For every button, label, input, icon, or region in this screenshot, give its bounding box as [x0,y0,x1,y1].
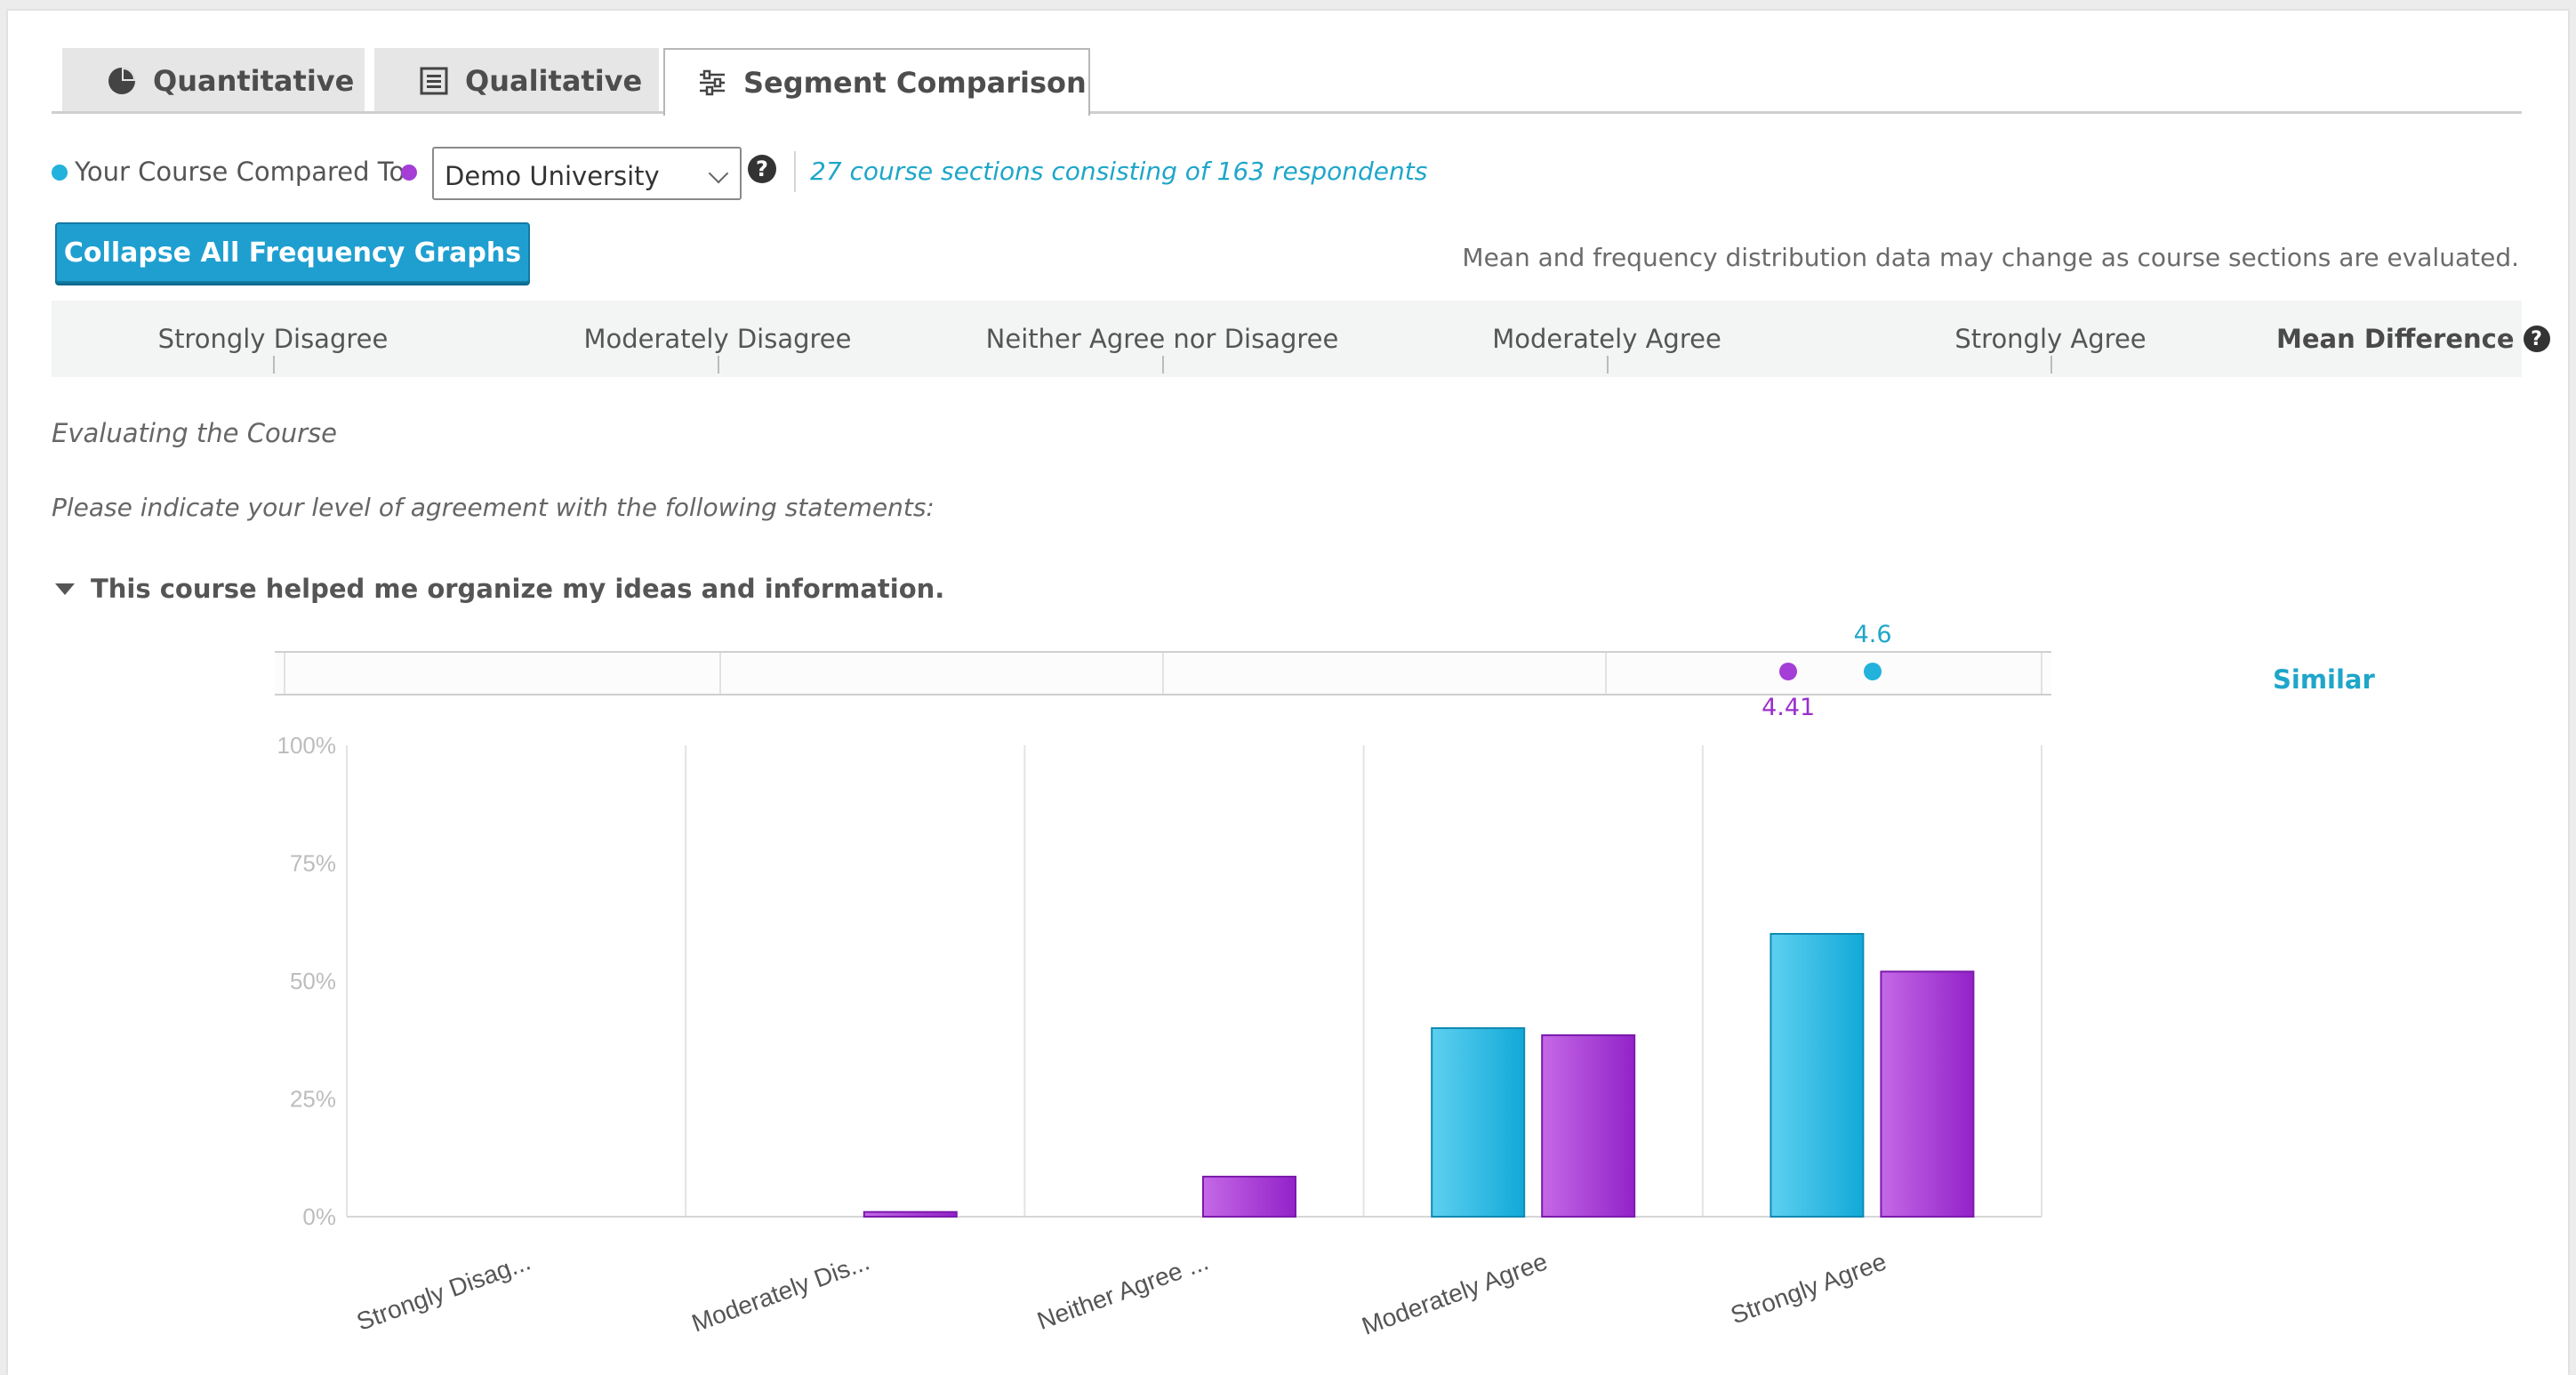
x-tick-label: Strongly Disag... [353,1248,534,1336]
comparison-mean-label: 4.41 [1761,694,1816,721]
strip-divider [1162,653,1164,694]
y-tick-label: 25% [290,1086,336,1113]
scale-label-strongly-agree: Strongly Agree [1954,324,2147,354]
your-course-label: Your Course Compared To [75,157,405,187]
mean-difference-header: Mean Difference ? [2276,324,2550,354]
scale-tick [718,356,719,374]
x-tick-label: Moderately Dis... [688,1248,873,1338]
caret-down-icon [55,583,75,595]
scale-header [52,301,2522,377]
tab-quantitative-label: Quantitative [153,64,355,98]
strip-divider [2041,653,2042,694]
pie-chart-icon [108,68,135,94]
x-tick-label: Moderately Agree [1358,1248,1551,1340]
your-course-bar [1431,1027,1526,1218]
tab-qualitative[interactable]: Qualitative [374,48,659,112]
x-tick-label: Neither Agree ... [1033,1248,1212,1335]
scale-tick [1607,356,1609,374]
scale-label-moderately-disagree: Moderately Disagree [583,324,852,354]
comparison-legend-dot [401,165,417,181]
strip-divider [719,653,721,694]
document-list-icon [420,67,448,95]
help-icon-glyph: ? [2531,327,2542,350]
tab-segment-comparison[interactable]: Segment Comparison [663,48,1090,116]
scale-tick [273,356,275,374]
your-course-bar [1769,933,1865,1218]
tab-qualitative-label: Qualitative [465,64,643,98]
y-tick-label: 50% [290,968,336,994]
chevron-down-icon [708,163,729,184]
mean-strip [275,651,2051,696]
help-icon-glyph: ? [756,157,768,181]
mean-difference-label: Mean Difference [2276,324,2515,354]
tab-quantitative[interactable]: Quantitative [62,48,365,112]
question-text: This course helped me organize my ideas … [91,574,945,604]
collapse-all-button[interactable]: Collapse All Frequency Graphs [55,222,530,283]
strip-divider [1605,653,1607,694]
your-mean-label: 4.6 [1853,621,1892,648]
x-tick-label: Strongly Agree [1727,1248,1890,1330]
comparison-bar [1541,1033,1636,1218]
tab-segment-comparison-label: Segment Comparison [743,66,1087,100]
frequency-bar-chart: 0% 25% 50% 75% 100% Strongly Disag... Moderate… [277,732,2042,1340]
your-mean-marker [1864,663,1882,680]
comparison-mean-marker [1779,663,1798,680]
comparison-bar [1880,970,1975,1218]
comparison-bar [863,1210,958,1218]
your-course-legend-dot [52,165,68,181]
y-tick-label: 0% [302,1203,336,1230]
comparison-bar [1202,1175,1296,1218]
respondents-info-link[interactable]: 27 course sections consisting of 163 res… [810,157,1428,186]
y-tick-label: 100% [277,732,337,759]
scale-label-moderately-agree: Moderately Agree [1492,324,1721,354]
divider [794,151,796,192]
scale-label-neither: Neither Agree nor Disagree [985,324,1339,354]
tab-underline [52,111,2522,114]
mean-difference-value: Similar [2273,664,2375,695]
help-icon[interactable]: ? [748,155,776,183]
question-toggle[interactable]: This course helped me organize my ideas … [55,574,944,604]
scale-tick [2050,356,2052,374]
comparison-group-select[interactable]: Demo University [432,147,742,200]
scale-tick [1162,356,1164,374]
section-instructions: Please indicate your level of agreement … [52,493,935,522]
strip-divider [284,653,285,694]
comparison-group-value: Demo University [445,161,660,191]
help-icon[interactable]: ? [2523,326,2550,352]
scale-label-strongly-disagree: Strongly Disagree [157,324,389,354]
data-change-note: Mean and frequency distribution data may… [1462,243,2519,272]
y-tick-label: 75% [290,850,336,877]
sliders-icon [700,69,725,96]
section-title: Evaluating the Course [52,418,337,448]
